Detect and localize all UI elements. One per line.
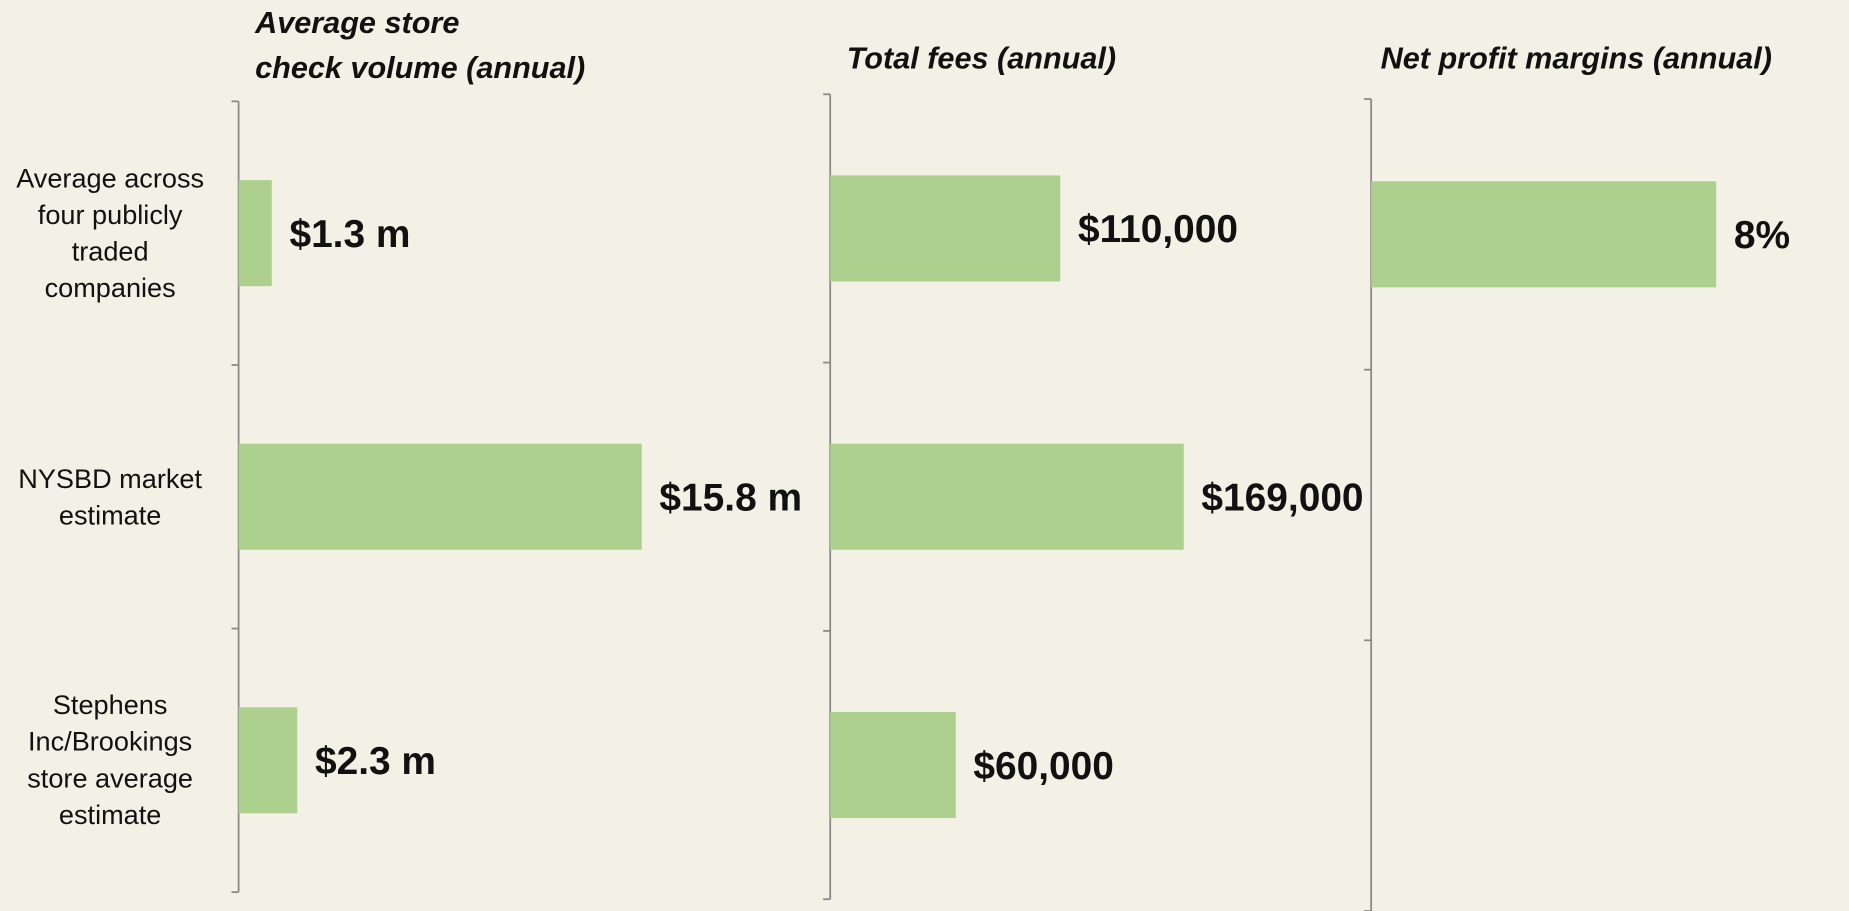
category-label-box: Average across four publicly traded comp… — [4, 139, 216, 328]
value-label: $110,000 — [1078, 208, 1238, 251]
chart-title: Average store — [254, 6, 459, 40]
bar — [238, 707, 298, 814]
bar — [238, 180, 272, 287]
category-label: Stephens Inc/Brookings store average est… — [27, 689, 194, 830]
value-label: $1.3 m — [289, 213, 410, 256]
bar — [238, 443, 642, 550]
value-label: 8% — [1734, 214, 1790, 257]
value-label: $15.8 m — [659, 477, 802, 520]
bar — [1371, 181, 1717, 288]
category-label-wrap: NYSBD market estimate — [4, 402, 216, 591]
value-label: $169,000 — [1201, 477, 1363, 520]
chart-title: check volume (annual) — [255, 51, 585, 85]
category-label: Average across four publicly traded comp… — [16, 162, 205, 303]
bar — [830, 443, 1184, 550]
value-label: $2.3 m — [315, 740, 436, 783]
bar — [830, 175, 1061, 282]
chart-title: Total fees (annual) — [847, 41, 1116, 75]
category-label-wrap: Average across four publicly traded comp… — [4, 139, 216, 328]
category-label-box: Stephens Inc/Brookings store average est… — [4, 666, 216, 855]
value-label: $60,000 — [973, 745, 1114, 788]
bar — [830, 712, 956, 819]
category-label: NYSBD market estimate — [18, 462, 203, 530]
category-label-wrap: Stephens Inc/Brookings store average est… — [4, 666, 216, 855]
chart-title: Net profit margins (annual) — [1381, 41, 1772, 75]
category-label-box: NYSBD market estimate — [4, 402, 216, 591]
